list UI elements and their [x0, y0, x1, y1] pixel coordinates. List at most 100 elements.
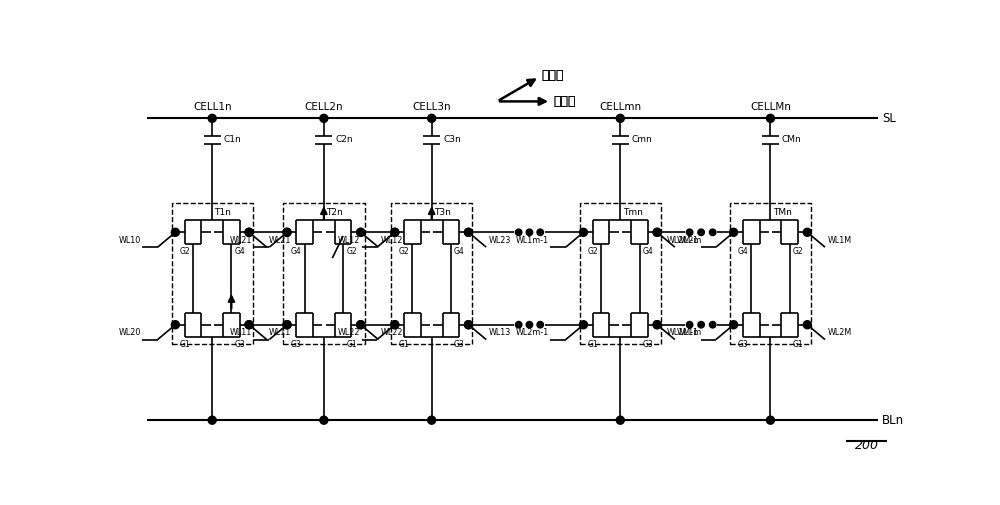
Circle shape — [526, 322, 533, 328]
Text: WL1M: WL1M — [827, 236, 851, 245]
Circle shape — [357, 321, 365, 329]
Circle shape — [464, 321, 472, 329]
Circle shape — [709, 322, 716, 328]
Text: CELL3n: CELL3n — [412, 102, 451, 112]
Text: G2: G2 — [346, 247, 357, 257]
Text: WL2M: WL2M — [827, 328, 852, 337]
Text: CELL2n: CELL2n — [305, 102, 343, 112]
Circle shape — [579, 228, 587, 236]
Circle shape — [428, 114, 436, 122]
Circle shape — [357, 228, 365, 236]
Bar — [391, 204, 472, 344]
Circle shape — [766, 114, 774, 122]
Text: SL: SL — [882, 112, 896, 125]
Circle shape — [730, 321, 738, 329]
Text: G3: G3 — [454, 340, 465, 349]
Circle shape — [686, 229, 693, 235]
Text: 行方向: 行方向 — [542, 69, 564, 82]
Circle shape — [698, 229, 704, 235]
Text: WL12: WL12 — [338, 236, 360, 245]
Text: WL22: WL22 — [338, 328, 360, 337]
Text: WL23: WL23 — [489, 236, 511, 245]
Text: WL2m: WL2m — [677, 236, 703, 245]
Text: G3: G3 — [737, 340, 748, 349]
Text: G1: G1 — [346, 340, 357, 349]
Text: T2n: T2n — [326, 208, 343, 217]
Circle shape — [730, 228, 738, 236]
Text: G2: G2 — [399, 247, 409, 257]
Text: G3: G3 — [643, 340, 653, 349]
Bar — [730, 204, 811, 344]
Circle shape — [579, 321, 587, 329]
Text: WL13: WL13 — [489, 328, 511, 337]
Text: 行方向: 行方向 — [542, 69, 564, 82]
Text: CELLmn: CELLmn — [599, 102, 641, 112]
Text: WL2M-1: WL2M-1 — [667, 236, 699, 245]
Circle shape — [283, 321, 291, 329]
Circle shape — [653, 321, 661, 329]
Circle shape — [653, 228, 661, 236]
Text: 200: 200 — [855, 439, 879, 452]
Circle shape — [391, 321, 399, 329]
Text: G1: G1 — [587, 340, 598, 349]
Text: WL1m: WL1m — [677, 328, 702, 337]
Circle shape — [245, 228, 253, 236]
Text: C1n: C1n — [224, 135, 242, 144]
Circle shape — [616, 416, 624, 424]
Text: G1: G1 — [179, 340, 190, 349]
Text: G3: G3 — [291, 340, 302, 349]
Text: CELL1n: CELL1n — [193, 102, 232, 112]
Circle shape — [515, 322, 522, 328]
Circle shape — [283, 228, 291, 236]
Circle shape — [391, 228, 399, 236]
Text: CELLMn: CELLMn — [750, 102, 791, 112]
Circle shape — [616, 114, 624, 122]
Text: WL1M-1: WL1M-1 — [667, 328, 699, 337]
Text: G3: G3 — [235, 340, 245, 349]
Circle shape — [320, 416, 328, 424]
Circle shape — [245, 321, 253, 329]
Circle shape — [653, 321, 661, 329]
Text: WL12: WL12 — [381, 236, 403, 245]
Circle shape — [245, 228, 253, 236]
Circle shape — [803, 228, 811, 236]
Text: 列方向: 列方向 — [553, 95, 576, 108]
Circle shape — [357, 228, 365, 236]
Text: Cmn: Cmn — [632, 135, 653, 144]
Text: BLn: BLn — [882, 414, 904, 427]
Circle shape — [464, 228, 472, 236]
Bar — [283, 204, 365, 344]
Text: WL20: WL20 — [118, 328, 141, 337]
Circle shape — [464, 321, 472, 329]
Circle shape — [283, 228, 291, 236]
Text: G4: G4 — [643, 247, 653, 257]
Circle shape — [537, 322, 543, 328]
Circle shape — [208, 114, 216, 122]
Circle shape — [653, 228, 661, 236]
Circle shape — [698, 322, 704, 328]
Circle shape — [464, 228, 472, 236]
Circle shape — [357, 321, 365, 329]
Text: WL22: WL22 — [381, 328, 403, 337]
Text: T3n: T3n — [434, 208, 451, 217]
Circle shape — [526, 229, 533, 235]
Circle shape — [537, 229, 543, 235]
Text: T1n: T1n — [215, 208, 231, 217]
Text: WL21: WL21 — [269, 236, 291, 245]
Text: WL21: WL21 — [230, 236, 252, 245]
Circle shape — [515, 229, 522, 235]
Circle shape — [391, 228, 399, 236]
Text: G4: G4 — [737, 247, 748, 257]
Text: CMn: CMn — [782, 135, 802, 144]
Text: Tmn: Tmn — [623, 208, 642, 217]
Text: WL11: WL11 — [230, 328, 252, 337]
Text: C3n: C3n — [443, 135, 461, 144]
Text: G1: G1 — [399, 340, 409, 349]
Circle shape — [171, 228, 179, 236]
Text: G4: G4 — [454, 247, 465, 257]
Bar — [580, 204, 661, 344]
Text: G4: G4 — [235, 247, 245, 257]
Circle shape — [686, 322, 693, 328]
Text: G4: G4 — [291, 247, 302, 257]
Text: WL2m-1: WL2m-1 — [516, 328, 549, 337]
